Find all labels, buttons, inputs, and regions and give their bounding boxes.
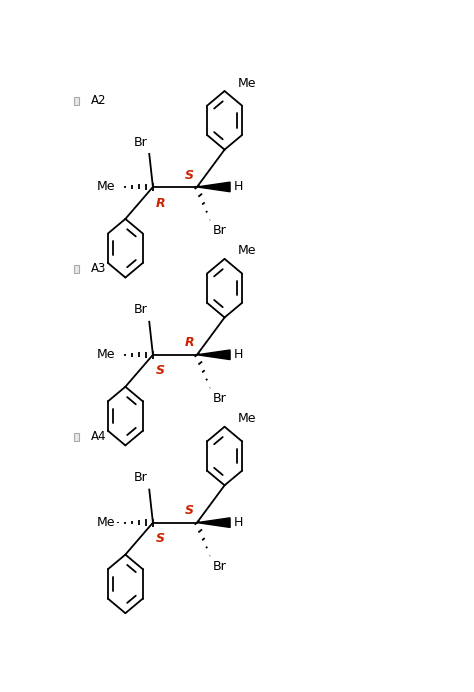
Text: S: S (156, 532, 165, 545)
Text: A2: A2 (91, 94, 106, 107)
Text: S: S (156, 365, 165, 377)
Text: Br: Br (134, 136, 147, 149)
Text: Br: Br (213, 224, 227, 237)
Text: Me: Me (237, 244, 256, 257)
Polygon shape (197, 518, 230, 527)
Text: Me: Me (97, 516, 115, 529)
Text: Br: Br (213, 392, 227, 405)
Text: Me: Me (237, 77, 256, 89)
Text: H: H (234, 348, 243, 361)
Text: Br: Br (134, 471, 147, 484)
FancyBboxPatch shape (74, 98, 79, 105)
Polygon shape (197, 182, 230, 192)
Text: H: H (234, 181, 243, 194)
Text: Me: Me (97, 348, 115, 361)
Polygon shape (197, 350, 230, 360)
Text: A4: A4 (91, 430, 106, 443)
Text: H: H (234, 516, 243, 529)
Text: Br: Br (134, 303, 147, 316)
Text: S: S (185, 169, 194, 181)
Text: R: R (184, 336, 194, 349)
Text: Br: Br (213, 560, 227, 573)
Text: R: R (156, 197, 165, 210)
Text: Me: Me (97, 181, 115, 194)
Text: A3: A3 (91, 262, 106, 275)
Text: Me: Me (237, 412, 256, 425)
FancyBboxPatch shape (74, 265, 79, 273)
FancyBboxPatch shape (74, 433, 79, 441)
Text: S: S (185, 504, 194, 518)
